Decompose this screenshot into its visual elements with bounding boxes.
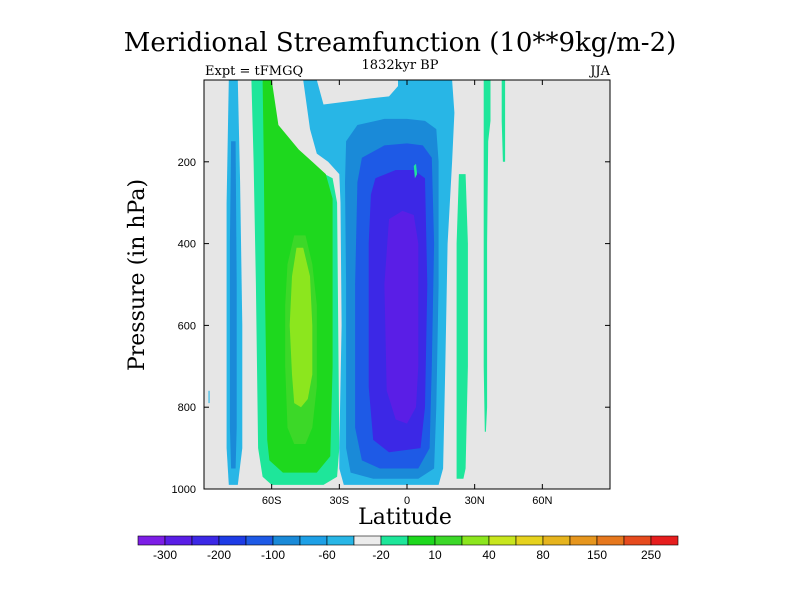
colorbar-swatch xyxy=(218,535,247,546)
colorbar-swatch xyxy=(137,535,166,546)
x-axis-label: Latitude xyxy=(358,505,452,530)
colorbar-swatch xyxy=(164,535,193,546)
colorbar-swatch xyxy=(434,535,463,546)
contour-region-15 xyxy=(413,163,418,179)
colorbar-swatch xyxy=(542,535,571,546)
colorbar-swatch xyxy=(596,535,625,546)
colorbar-label: 10 xyxy=(428,548,442,562)
y-tick-label: 1000 xyxy=(172,484,196,496)
colorbar-label: 40 xyxy=(482,548,496,562)
colorbar-swatch xyxy=(623,535,652,546)
contour-region-13 xyxy=(483,80,491,432)
contour-region-14 xyxy=(501,80,506,162)
colorbar-swatch xyxy=(191,535,220,546)
y-tick-label: 600 xyxy=(178,320,196,332)
y-tick-label: 400 xyxy=(178,239,196,251)
colorbar-label: -200 xyxy=(207,548,231,562)
x-tick-label: 60S xyxy=(262,495,282,507)
x-tick-label: 0 xyxy=(404,495,410,507)
x-tick-label: 60N xyxy=(532,495,552,507)
colorbar-swatch xyxy=(461,535,490,546)
time-label: 1832kyr BP xyxy=(361,58,439,73)
colorbar-swatch xyxy=(488,535,517,546)
contour-region-11 xyxy=(384,210,419,424)
chart-title: Meridional Streamfunction (10**9kg/m-2) xyxy=(123,28,677,58)
colorbar-swatch xyxy=(515,535,544,546)
colorbar-swatch xyxy=(569,535,598,546)
contour-region-6 xyxy=(289,247,313,408)
colorbar-swatch xyxy=(326,535,355,546)
colorbar-swatch xyxy=(650,535,679,546)
colorbar-swatch xyxy=(380,535,409,546)
colorbar-swatch xyxy=(272,535,301,546)
colorbar-label: 150 xyxy=(587,548,607,562)
contour-region-2 xyxy=(208,390,210,404)
colorbar-swatch xyxy=(245,535,274,546)
y-axis-label: Pressure (in hPa) xyxy=(125,178,150,372)
contour-region-1 xyxy=(229,141,237,469)
contour-region-12 xyxy=(456,174,468,479)
y-tick-label: 200 xyxy=(178,157,196,169)
season-label: JJA xyxy=(590,64,610,79)
experiment-label: Expt = tFMGQ xyxy=(205,64,304,79)
x-tick-label: 30N xyxy=(465,495,485,507)
colorbar-swatch xyxy=(407,535,436,546)
colorbar-label: -20 xyxy=(372,548,390,562)
colorbar-label: 250 xyxy=(641,548,661,562)
colorbar-label: -100 xyxy=(261,548,285,562)
colorbar-swatch xyxy=(353,535,382,546)
y-tick-label: 800 xyxy=(178,402,196,414)
x-tick-label: 30S xyxy=(330,495,350,507)
colorbar-swatch xyxy=(299,535,328,546)
colorbar-label: -60 xyxy=(318,548,336,562)
colorbar-label: -300 xyxy=(153,548,177,562)
colorbar-label: 80 xyxy=(536,548,550,562)
